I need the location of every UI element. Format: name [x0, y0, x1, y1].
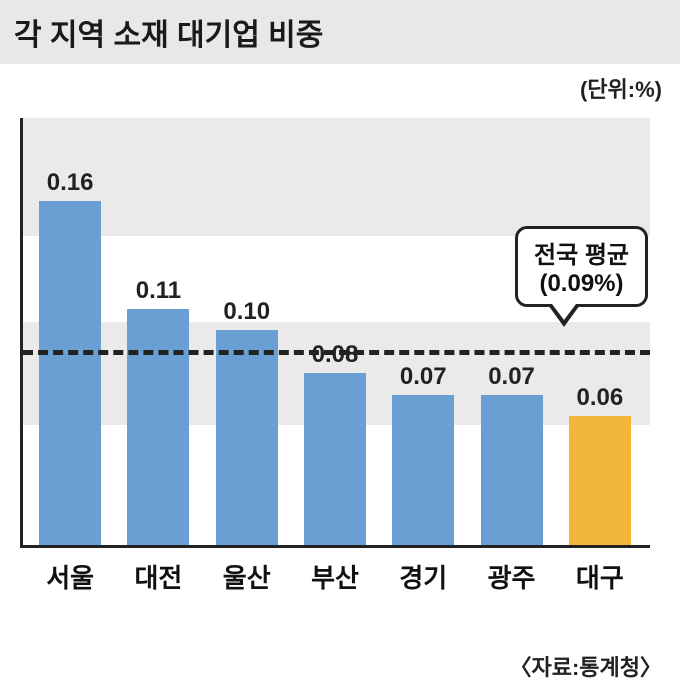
category-label: 경기 — [383, 552, 463, 608]
callout-tail-inner-icon — [552, 304, 576, 320]
average-callout: 전국 평균 (0.09%) — [515, 226, 648, 307]
category-label: 부산 — [295, 552, 375, 608]
category-label: 대구 — [560, 552, 640, 608]
bar-rect — [39, 201, 101, 545]
bar-value-label: 0.08 — [312, 341, 359, 369]
bar-rect — [569, 416, 631, 545]
category-label: 울산 — [207, 552, 287, 608]
category-label: 광주 — [472, 552, 552, 608]
bar-4: 0.07 — [383, 363, 463, 546]
callout-line2: (0.09%) — [534, 270, 629, 298]
category-label: 서울 — [30, 552, 110, 608]
bar-5: 0.07 — [472, 363, 552, 546]
category-label: 대전 — [118, 552, 198, 608]
bar-1: 0.11 — [118, 277, 198, 546]
bar-value-label: 0.07 — [400, 363, 447, 391]
bar-rect — [481, 395, 543, 546]
bar-0: 0.16 — [30, 169, 110, 545]
bar-rect — [392, 395, 454, 546]
x-axis — [20, 545, 650, 548]
unit-label: (단위:%) — [0, 72, 680, 104]
bar-rect — [127, 309, 189, 546]
title-bar: 각 지역 소재 대기업 비중 — [0, 0, 680, 64]
bar-value-label: 0.06 — [576, 384, 623, 412]
bar-rect — [216, 330, 278, 545]
bar-rect — [304, 373, 366, 545]
bar-value-label: 0.16 — [47, 169, 94, 197]
chart-title: 각 지역 소재 대기업 비중 — [14, 19, 323, 52]
chart-area: 0.16 0.11 0.10 0.08 0.07 0.07 0.06 전국 평균 (0.09… — [20, 118, 650, 608]
bar-6: 0.06 — [560, 384, 640, 545]
callout-line1: 전국 평균 — [534, 235, 629, 270]
category-row: 서울대전울산부산경기광주대구 — [20, 552, 650, 608]
bar-value-label: 0.10 — [223, 298, 270, 326]
bar-value-label: 0.07 — [488, 363, 535, 391]
bar-2: 0.10 — [207, 298, 287, 545]
bar-value-label: 0.11 — [136, 277, 181, 305]
average-line — [23, 350, 650, 355]
bars-container: 0.16 0.11 0.10 0.08 0.07 0.07 0.06 — [20, 118, 650, 545]
bar-3: 0.08 — [295, 341, 375, 545]
source-label: 〈자료:통계청〉 — [509, 650, 662, 682]
